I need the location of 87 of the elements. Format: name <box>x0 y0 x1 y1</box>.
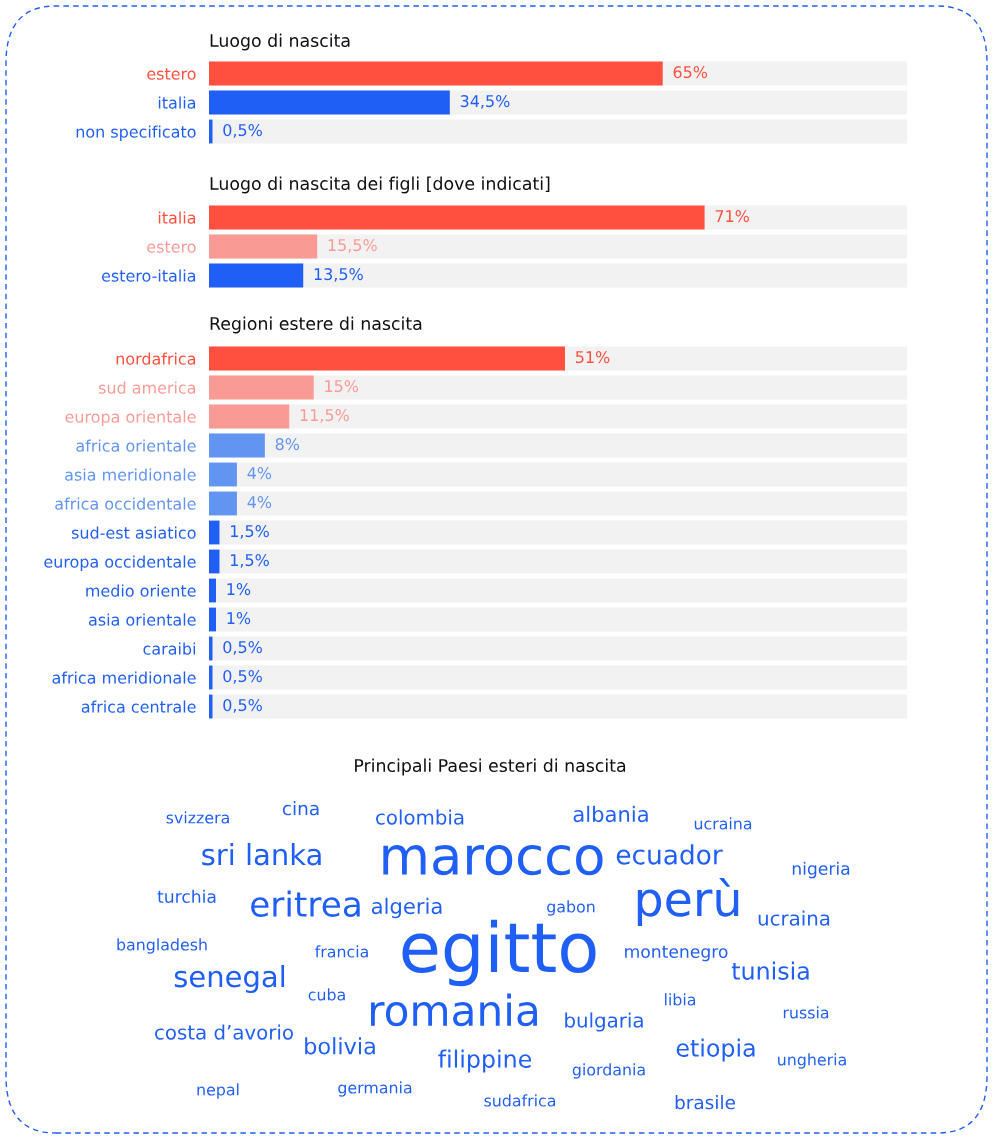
y-tick-label: asia meridionale <box>65 468 196 481</box>
y-tick-label: caraibi <box>143 642 195 655</box>
y-tick-label: nordafrica <box>116 352 196 365</box>
text: svizzera <box>166 811 229 824</box>
data-label: 1,5% <box>231 525 269 539</box>
text: ecuador <box>616 844 723 865</box>
y-tick-label: europa orientale <box>65 410 196 426</box>
text: filippine <box>438 1049 532 1073</box>
text: turchia <box>157 889 216 903</box>
text: cuba <box>308 988 345 1001</box>
text: perù <box>637 878 739 926</box>
y-tick-label: africa orientale <box>76 439 196 452</box>
data-label: 0,5% <box>223 670 262 684</box>
y-tick-label: estero-italia <box>101 269 196 282</box>
chart-title: Luogo di nascita dei figli [dove indicati] <box>210 176 550 194</box>
text: sri lanka <box>202 842 321 866</box>
data-label: 0,5% <box>223 699 262 713</box>
text: francia <box>315 945 368 958</box>
y-tick-label: africa meridionale <box>52 671 196 684</box>
text: marocco <box>383 845 603 876</box>
data-label: 1% <box>227 612 251 625</box>
text: russia <box>783 1006 829 1019</box>
y-tick-label: europa occidentale <box>44 555 196 571</box>
text: etiopia <box>676 1038 755 1062</box>
bar <box>209 491 237 516</box>
data-label: 71% <box>715 210 749 223</box>
data-label: 15,5% <box>328 239 377 253</box>
text: Principali Paesi esteri di nascita <box>355 758 626 776</box>
data-label: 1% <box>227 583 251 596</box>
text: giordania <box>572 1063 645 1079</box>
text: bulgaria <box>565 1012 643 1032</box>
text: colombia <box>376 809 464 825</box>
text: montenegro <box>625 945 728 962</box>
bar <box>209 375 314 400</box>
bar <box>209 607 216 632</box>
chart-title: Luogo di nascita <box>210 33 350 51</box>
text: romania <box>371 993 537 1027</box>
y-tick-label: asia orientale <box>89 613 196 626</box>
bar <box>209 404 290 429</box>
text: ucraina <box>694 817 752 830</box>
y-tick-label: italia <box>158 96 196 109</box>
data-label: 4% <box>247 467 272 480</box>
y-tick-label: sud america <box>98 381 196 394</box>
text: libia <box>665 993 696 1006</box>
text: ungheria <box>778 1053 846 1069</box>
text: nigeria <box>792 861 850 879</box>
data-label: 1,5% <box>231 554 269 568</box>
text: algeria <box>371 897 442 919</box>
text: senegal <box>174 964 285 994</box>
y-tick-label: estero <box>147 68 196 80</box>
text: tunisia <box>731 961 809 980</box>
data-label: 0,5% <box>223 641 262 655</box>
bar <box>209 549 220 574</box>
text: sudafrica <box>484 1094 556 1107</box>
text: gabon <box>547 900 595 916</box>
data-label: 13,5% <box>314 268 363 282</box>
data-label: 0,5% <box>223 124 262 138</box>
y-tick-label: sud-est asiatico <box>71 526 196 539</box>
bar <box>209 433 265 458</box>
y-tick-label: italia <box>158 211 196 224</box>
text: germania <box>338 1081 412 1097</box>
y-tick-label: medio oriente <box>86 584 196 597</box>
text: bangladesh <box>117 938 207 954</box>
text: eritrea <box>251 890 360 917</box>
chart-title: Regioni estere di nascita <box>210 316 422 334</box>
text: bolivia <box>305 1037 375 1055</box>
y-tick-label: africa centrale <box>81 700 196 713</box>
text: albania <box>573 805 648 823</box>
text: egitto <box>402 919 596 987</box>
text: cina <box>282 801 319 816</box>
text: costa d’avorio <box>155 1024 293 1040</box>
data-label: 34,5% <box>460 95 510 109</box>
text: ucraina <box>758 910 830 926</box>
y-tick-label: non specificato <box>76 125 196 141</box>
data-label: 65% <box>673 66 708 79</box>
bar <box>209 578 216 603</box>
bar <box>209 462 237 487</box>
data-label: 4% <box>247 496 272 509</box>
y-tick-label: africa occidentale <box>55 497 196 510</box>
data-label: 51% <box>575 351 610 364</box>
y-tick-label: estero <box>147 241 196 253</box>
data-label: 11,5% <box>300 409 349 423</box>
data-label: 8% <box>275 438 300 451</box>
text: brasile <box>675 1095 735 1110</box>
bar <box>209 520 220 545</box>
text: nepal <box>197 1083 239 1099</box>
data-label: 15% <box>325 380 359 393</box>
